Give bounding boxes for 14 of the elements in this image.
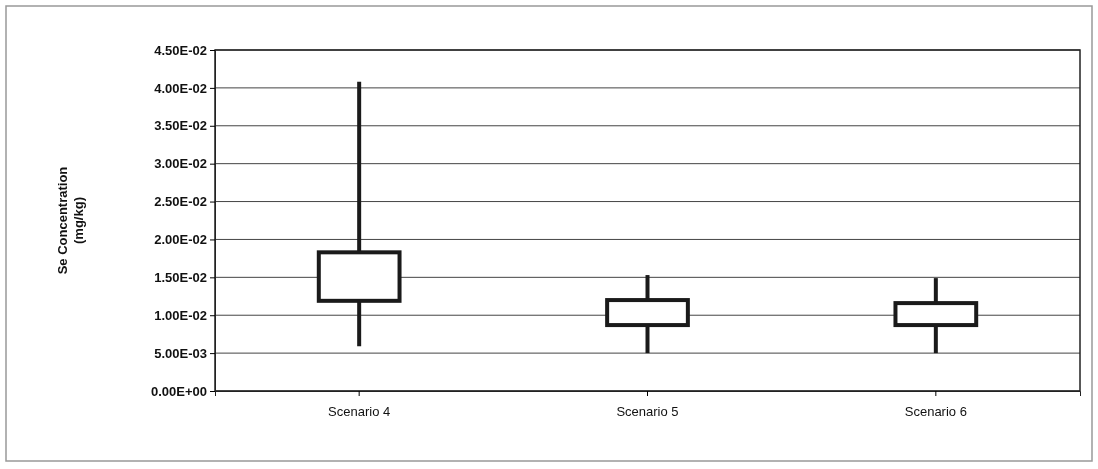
y-tick-label: 1.50E-02 xyxy=(154,269,207,285)
y-axis-title: Se Concentration (mg/kg) xyxy=(55,166,86,275)
y-tick-label: 2.50E-02 xyxy=(154,194,207,210)
y-tick-label: 5.00E-03 xyxy=(154,345,207,361)
y-tick-label: 4.50E-02 xyxy=(154,42,207,58)
y-tick-label: 3.00E-02 xyxy=(154,156,207,172)
x-tick-label: Scenario 4 xyxy=(328,403,391,419)
y-tick-label: 1.00E-02 xyxy=(154,307,207,323)
y-tick-label: 4.00E-02 xyxy=(154,80,207,96)
y-tick-label: 0.00E+00 xyxy=(150,383,207,399)
x-tick-label: Scenario 5 xyxy=(616,403,679,419)
y-tick-label: 3.50E-02 xyxy=(154,118,207,134)
y-tick-label: 2.00E-02 xyxy=(154,232,207,248)
x-tick-label: Scenario 6 xyxy=(904,403,967,419)
